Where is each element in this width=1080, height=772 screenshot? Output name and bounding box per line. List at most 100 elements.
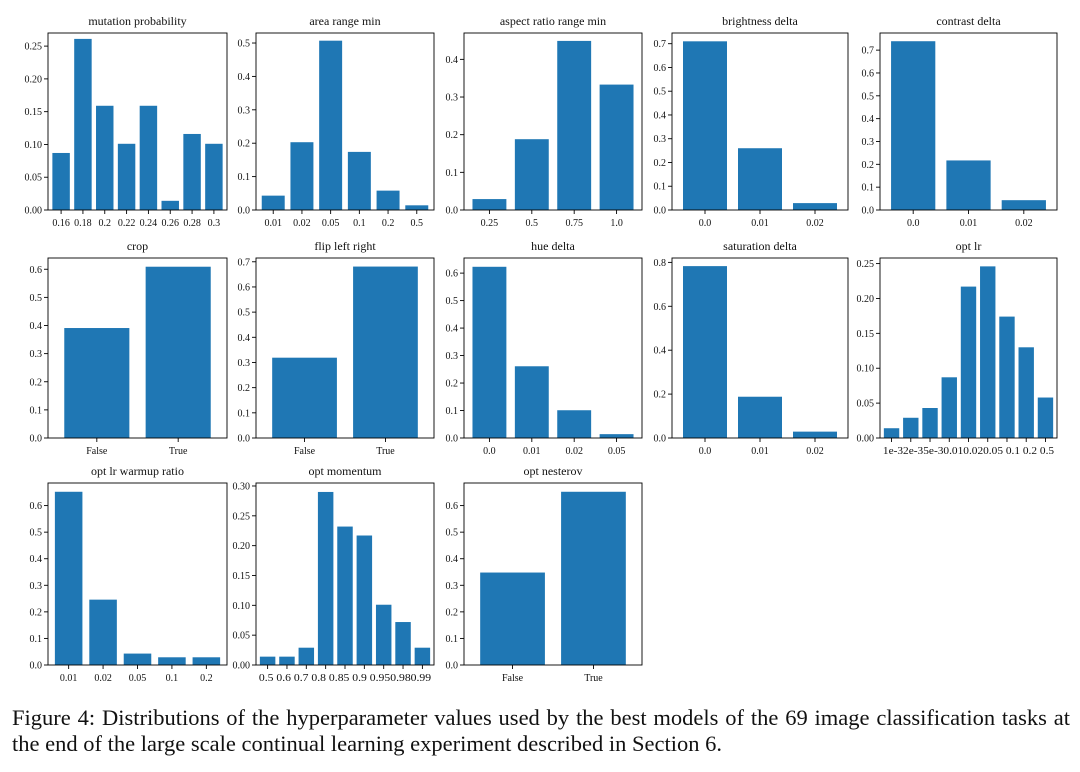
axes-frame bbox=[463, 32, 643, 211]
y-tick-label: 0.5 bbox=[30, 528, 43, 539]
bar bbox=[1018, 347, 1034, 438]
x-tick-label: 0.18 bbox=[74, 218, 92, 229]
bar bbox=[1037, 397, 1054, 438]
y-tick-label: 0.1 bbox=[238, 172, 251, 183]
y-tick-label: 0.5 bbox=[238, 308, 251, 319]
y-tick-label: 0.2 bbox=[654, 390, 667, 401]
y-tick-label: 0.20 bbox=[25, 74, 43, 85]
x-tick-label: 0.22 bbox=[118, 218, 136, 229]
bar bbox=[793, 203, 837, 210]
y-tick-label: 0.5 bbox=[30, 293, 43, 304]
y-tick-label: 0.6 bbox=[30, 501, 43, 512]
x-tick-label: 0.2 bbox=[382, 218, 395, 229]
x-tick-label: 1.0 bbox=[610, 218, 623, 229]
chart-title: opt nesterov bbox=[524, 464, 583, 478]
x-tick-label: False bbox=[502, 673, 524, 684]
chart-title: saturation delta bbox=[723, 239, 797, 253]
bar bbox=[999, 316, 1015, 438]
x-tick-label: 0.05 bbox=[608, 446, 626, 457]
bar bbox=[319, 40, 343, 211]
chart-1: area range min 0.0 0.1 0.2 0.3 0.4 0.5 0.01 0.02… bbox=[238, 14, 435, 229]
y-tick-label: 0.05 bbox=[857, 399, 875, 410]
y-tick-label: 0.4 bbox=[654, 110, 667, 121]
y-tick-label: 0.8 bbox=[654, 258, 667, 269]
bar bbox=[980, 266, 996, 438]
bar bbox=[514, 366, 549, 438]
bar bbox=[158, 657, 186, 665]
x-tick-label: True bbox=[584, 673, 603, 684]
bar bbox=[472, 266, 507, 438]
y-tick-label: 0.25 bbox=[857, 259, 875, 270]
chart-0: mutation probability0.000.050.100.150.20… bbox=[25, 14, 228, 229]
y-tick-label: 0.2 bbox=[238, 139, 251, 150]
bar bbox=[599, 434, 634, 438]
y-tick-label: 0.5 bbox=[446, 296, 459, 307]
bar bbox=[290, 142, 314, 210]
x-tick-label: 0.2 bbox=[99, 218, 112, 229]
y-tick-label: 0.1 bbox=[238, 408, 251, 419]
y-tick-label: 0.10 bbox=[857, 364, 875, 375]
chart-5: crop 0.0 0.1 0.2 0.3 0.4 0.5 0.6 False True bbox=[30, 239, 228, 457]
y-tick-label: 0.5 bbox=[238, 39, 251, 50]
bar bbox=[353, 266, 418, 438]
bar bbox=[376, 190, 400, 210]
y-tick-label: 0.15 bbox=[857, 329, 875, 340]
y-tick-label: 0.6 bbox=[862, 68, 875, 79]
axes-frame bbox=[255, 32, 435, 211]
bar bbox=[96, 105, 114, 210]
chart-12: opt nesterov 0.0 0.1 0.2 0.3 0.4 0.5 0.6 False Tr… bbox=[446, 464, 643, 684]
y-tick-label: 0.00 bbox=[857, 434, 875, 445]
axes-frame bbox=[463, 482, 643, 666]
bar bbox=[375, 604, 392, 665]
x-tick-label: False bbox=[294, 446, 316, 457]
y-tick-label: 0.0 bbox=[238, 206, 251, 217]
bar bbox=[883, 428, 900, 438]
x-tick-label: 0.24 bbox=[140, 218, 158, 229]
y-tick-label: 0.6 bbox=[30, 265, 43, 276]
y-tick-label: 0.2 bbox=[446, 607, 459, 618]
y-tick-label: 0.1 bbox=[30, 405, 43, 416]
y-tick-label: 0.25 bbox=[233, 511, 251, 522]
y-tick-label: 0.5 bbox=[446, 528, 459, 539]
bar bbox=[298, 647, 315, 665]
x-tick-label: 0.02 bbox=[293, 218, 311, 229]
bar bbox=[261, 195, 285, 210]
bar bbox=[514, 139, 549, 210]
y-tick-label: 0.2 bbox=[30, 607, 43, 618]
chart-title: opt lr bbox=[956, 239, 982, 253]
y-tick-label: 0.6 bbox=[238, 282, 251, 293]
x-tick-label: 0.25 bbox=[481, 218, 499, 229]
y-tick-label: 0.3 bbox=[238, 358, 251, 369]
y-tick-label: 0.4 bbox=[30, 321, 43, 332]
bar bbox=[89, 599, 117, 665]
chart-title: aspect ratio range min bbox=[500, 14, 606, 28]
bar bbox=[272, 357, 337, 438]
y-tick-label: 0.3 bbox=[446, 351, 459, 362]
x-tick-label: 0.01 bbox=[751, 446, 769, 457]
y-tick-label: 0.1 bbox=[862, 183, 875, 194]
y-tick-label: 0.0 bbox=[654, 434, 667, 445]
y-tick-label: 0.5 bbox=[862, 91, 875, 102]
y-tick-label: 0.1 bbox=[446, 634, 459, 645]
x-tick-label: 0.01 bbox=[751, 218, 769, 229]
x-tick-label: 0.0 bbox=[699, 446, 712, 457]
y-tick-label: 0.7 bbox=[862, 46, 875, 57]
x-tick-labels: 0.5 0.6 0.7 0.8 0.85 0.9 0.950.980.99 bbox=[259, 673, 431, 684]
bar bbox=[161, 200, 179, 210]
y-tick-label: 0.2 bbox=[654, 158, 667, 169]
bar bbox=[54, 491, 83, 665]
bar bbox=[738, 396, 782, 438]
chart-title: hue delta bbox=[531, 239, 575, 253]
y-tick-label: 0.4 bbox=[30, 554, 43, 565]
y-tick-label: 0.00 bbox=[25, 206, 43, 217]
y-tick-label: 0.6 bbox=[446, 269, 459, 280]
y-tick-label: 0.7 bbox=[654, 39, 667, 50]
axes-frame bbox=[463, 257, 643, 439]
bar bbox=[64, 328, 130, 438]
bar bbox=[922, 408, 938, 438]
chart-title: opt lr warmup ratio bbox=[91, 464, 184, 478]
chart-9: opt lr 0.00 0.05 0.10 0.15 0.20 0.25 1e-32e-35e… bbox=[857, 239, 1058, 457]
chart-grid: mutation probability0.000.050.100.150.20… bbox=[25, 14, 1058, 684]
chart-4: contrast delta 0.0 0.1 0.2 0.3 0.4 0.5 0.6 0.7 0.… bbox=[862, 14, 1058, 229]
